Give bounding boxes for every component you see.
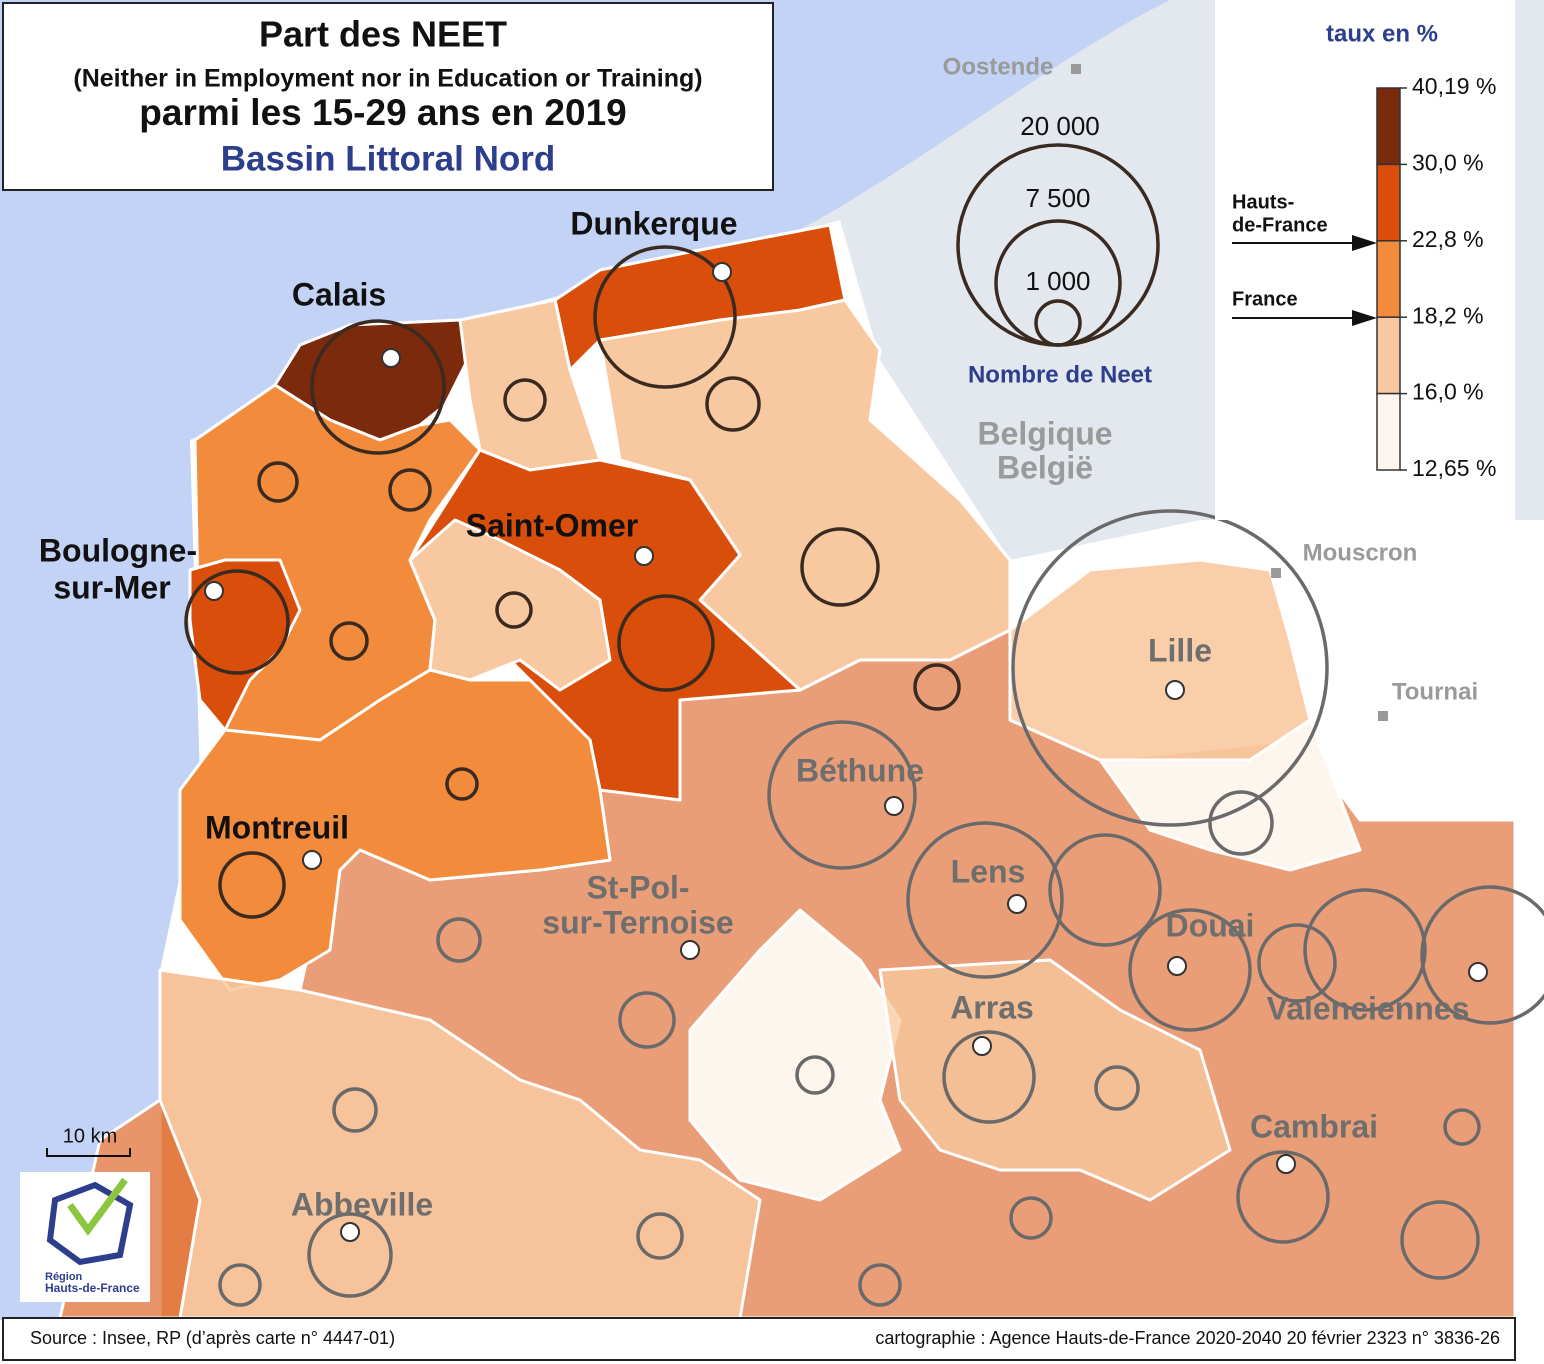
- place-label: Boulogne-: [39, 532, 197, 568]
- size-legend: [956, 143, 1160, 347]
- scale-bar: [46, 1148, 131, 1157]
- place-label: Béthune: [796, 752, 924, 788]
- logo-box: [20, 1172, 150, 1302]
- title: Part des NEET: [259, 14, 507, 55]
- foreign-place: Mouscron: [1303, 539, 1418, 566]
- logo: [67, 1177, 128, 1236]
- region: [408, 518, 612, 692]
- proportional-circles: [184, 245, 1544, 1307]
- foreign-place: Oostende: [943, 53, 1054, 80]
- place-label: Lille: [1148, 632, 1212, 668]
- title: (Neither in Employment nor in Education …: [73, 65, 702, 93]
- size-label: 1 000: [1025, 266, 1090, 296]
- legend-label: 40,19 %: [1412, 73, 1496, 99]
- marker-arrow: [1352, 235, 1377, 251]
- place-label: Abbeville: [291, 1186, 433, 1222]
- marker-arrow: [1352, 310, 1377, 326]
- place-label: sur-Ternoise: [542, 904, 733, 940]
- title: parmi les 15-29 ans en 2019: [139, 92, 626, 133]
- legend-swatch: [1376, 316, 1401, 395]
- place-label: Cambrai: [1250, 1108, 1378, 1144]
- legend-bar: 40,19 % 30,0 % 22,8 % 18,2 % 16,0 % 12,65 %: [1376, 73, 1496, 481]
- legend-label: 18,2 %: [1412, 302, 1484, 328]
- place-label: Lens: [951, 853, 1026, 889]
- size-legend-title: Nombre de Neet: [968, 361, 1152, 388]
- country-label: België: [997, 449, 1093, 485]
- legend-panel: [1215, 0, 1515, 520]
- marker-label: de-France: [1232, 214, 1328, 236]
- region: [178, 668, 612, 992]
- legend-swatch: [1376, 392, 1401, 471]
- foreign-marker: [1071, 64, 1081, 74]
- marker-label: Hauts-: [1232, 191, 1294, 213]
- logo: [46, 1181, 134, 1266]
- foreign-marker: [1378, 711, 1388, 721]
- legend-swatch: [1376, 240, 1401, 318]
- subtitle: Bassin Littoral Nord: [221, 139, 555, 178]
- place-label: Saint-Omer: [466, 507, 638, 543]
- size-label: 20 000: [1020, 111, 1100, 141]
- title-box: [2, 2, 774, 191]
- footer: [2, 1317, 1516, 1361]
- size-label: 7 500: [1025, 183, 1090, 213]
- city-dots: [204, 262, 1488, 1242]
- place-label: Douai: [1166, 907, 1255, 943]
- legend-label: 22,8 %: [1412, 226, 1484, 252]
- place-label: sur-Mer: [53, 569, 170, 605]
- foreign-marker: [1271, 568, 1281, 578]
- legend-swatch: [1376, 87, 1401, 166]
- place-label: Valenciennes: [1267, 990, 1470, 1026]
- scale-label: 10 km: [63, 1125, 117, 1147]
- region: [688, 908, 902, 1202]
- country-label: Belgique: [977, 415, 1112, 451]
- place-label: Montreuil: [205, 809, 349, 845]
- credits: cartographie : Agence Hauts-de-France 20…: [875, 1328, 1500, 1348]
- region: [878, 958, 1232, 1202]
- place-label: Arras: [950, 989, 1034, 1025]
- logo-text: Hauts-de-France: [45, 1281, 140, 1295]
- logo-text: Région: [45, 1271, 83, 1283]
- legend-label: 16,0 %: [1412, 379, 1484, 405]
- place-label: Calais: [292, 276, 386, 312]
- place-label: St-Pol-: [586, 869, 689, 905]
- marker-label: France: [1232, 288, 1298, 310]
- region: [1008, 558, 1312, 762]
- legend-swatch: [1376, 163, 1401, 242]
- legend-label: 12,65 %: [1412, 455, 1496, 481]
- legend-label: 30,0 %: [1412, 149, 1484, 175]
- place-label: Dunkerque: [570, 205, 737, 241]
- foreign-place: Tournai: [1392, 678, 1478, 705]
- legend-title: taux en %: [1326, 20, 1438, 47]
- source: Source : Insee, RP (d’après carte n° 444…: [30, 1328, 395, 1348]
